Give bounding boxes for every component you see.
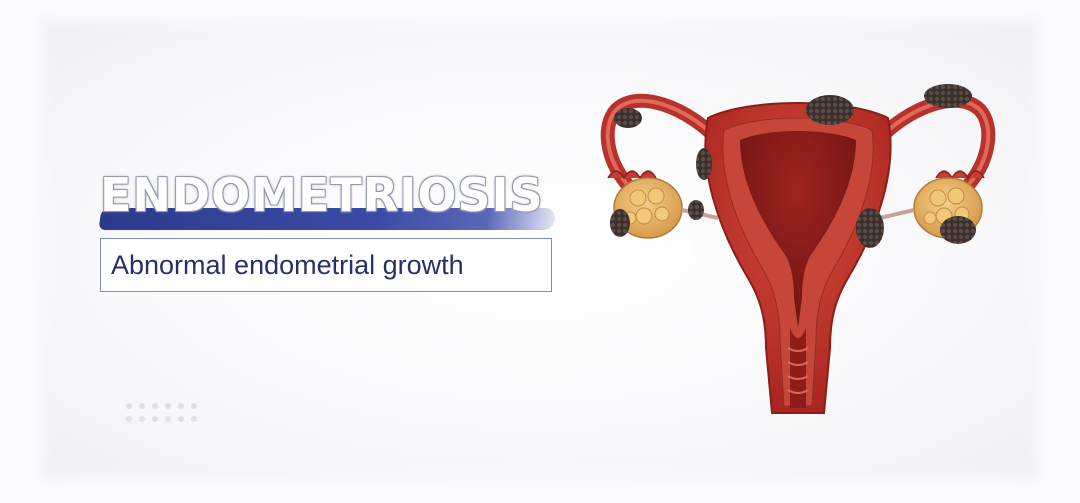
lesion: [806, 95, 854, 125]
uterus-illustration: [600, 84, 996, 414]
lesion: [696, 148, 712, 180]
subtitle-box: Abnormal endometrial growth: [100, 238, 552, 292]
title-block: ENDOMETRIOSIS: [98, 168, 560, 230]
lesion: [614, 108, 642, 128]
lesion: [924, 84, 972, 108]
lesion: [856, 208, 884, 248]
lesion: [688, 200, 704, 220]
lesion: [610, 209, 630, 237]
decorative-dots: [126, 403, 206, 425]
page-title: ENDOMETRIOSIS: [100, 168, 544, 222]
subtitle: Abnormal endometrial growth: [111, 249, 464, 280]
lesion: [940, 216, 976, 244]
